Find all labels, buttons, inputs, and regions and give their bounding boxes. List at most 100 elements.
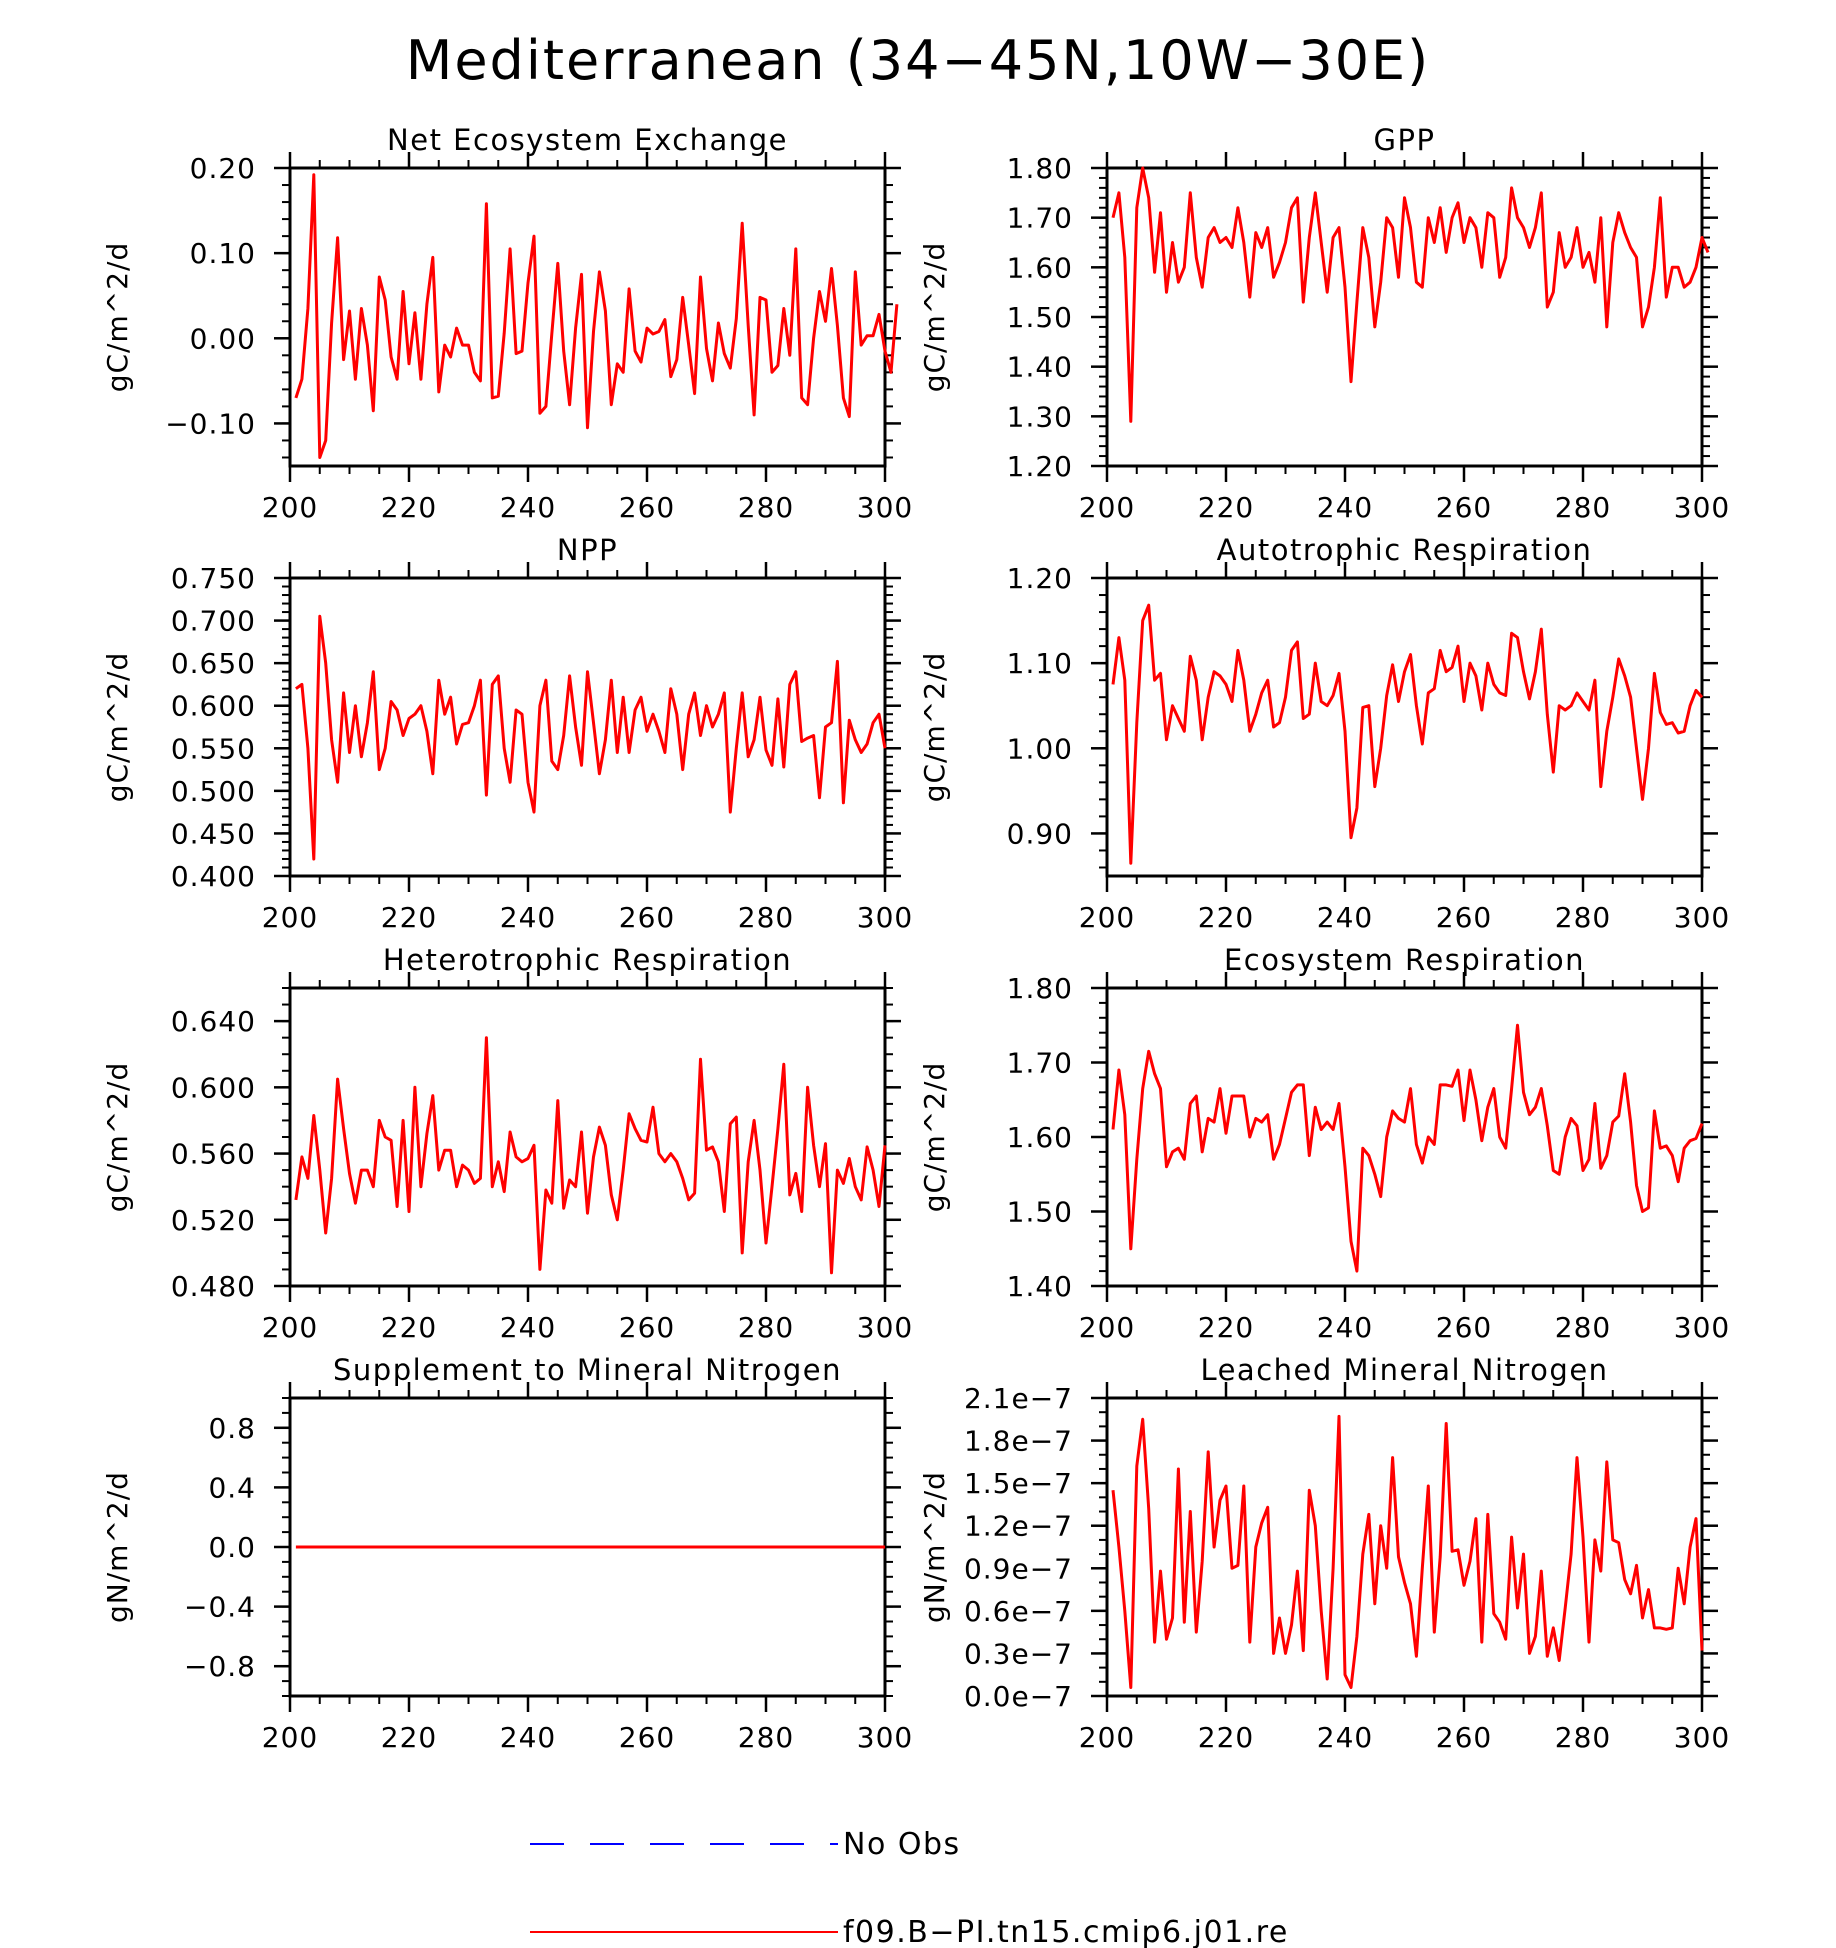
x-tick-label: 280 [738, 491, 794, 524]
y-tick-label: 1.00 [1007, 732, 1073, 765]
x-tick-label: 280 [1555, 1721, 1611, 1754]
y-axis-label: gC/m^2/d [918, 242, 951, 393]
plot-frame [1105, 986, 1704, 1288]
x-tick-label: 240 [500, 491, 556, 524]
x-tick-label: 280 [738, 901, 794, 934]
y-tick-label: 0.640 [171, 1005, 256, 1038]
y-tick-label: 1.60 [1007, 251, 1073, 284]
y-tick-label: 0.6e−7 [964, 1595, 1073, 1628]
y-tick-label: 1.80 [1007, 972, 1073, 1005]
y-tick-label: 0.3e−7 [964, 1637, 1073, 1670]
x-tick-label: 200 [262, 491, 318, 524]
panel-npp: NPP 200 220 240 260 280 300 0.400 0.450 0.500 0.55… [101, 533, 912, 934]
x-tick-label: 300 [857, 1311, 913, 1344]
x-tick-label: 260 [1436, 1721, 1492, 1754]
x-tick-label: 220 [1198, 901, 1254, 934]
y-tick-label: 1.70 [1007, 202, 1073, 235]
y-tick-label: 0.560 [171, 1138, 256, 1171]
y-tick-label: 2.1e−7 [964, 1382, 1073, 1415]
panel-title: Ecosystem Respiration [1224, 943, 1585, 977]
x-tick-label: 240 [1317, 491, 1373, 524]
y-axis-label: gN/m^2/d [101, 1471, 134, 1623]
x-tick-label: 300 [1674, 901, 1730, 934]
y-axis-label: gC/m^2/d [918, 1062, 951, 1213]
panel-heterotrophic-respiration: Heterotrophic Respiration 200 220 240 260 280… [101, 943, 913, 1344]
x-tick-label: 240 [500, 1311, 556, 1344]
x-tick-label: 200 [1079, 491, 1135, 524]
y-tick-label: 1.60 [1007, 1121, 1073, 1154]
x-tick-label: 200 [1079, 1721, 1135, 1754]
x-tick-label: 260 [619, 901, 675, 934]
legend: No Obs f09.B−PI.tn15.cmip6.j01.re [530, 1827, 1289, 1948]
legend-label-no-obs: No Obs [843, 1827, 961, 1862]
panel-title: Autotrophic Respiration [1217, 533, 1593, 567]
x-tick-label: 280 [1555, 491, 1611, 524]
y-tick-label: 0.0e−7 [964, 1680, 1073, 1713]
x-tick-label: 260 [619, 491, 675, 524]
x-tick-label: 220 [1198, 1721, 1254, 1754]
x-tick-label: 220 [381, 491, 437, 524]
panel-autotrophic-respiration: Autotrophic Respiration 200 220 240 260 280 30… [918, 533, 1730, 934]
x-tick-label: 220 [381, 1311, 437, 1344]
y-tick-label: −0.4 [184, 1591, 256, 1624]
series-line [294, 1036, 887, 1275]
x-tick-label: 220 [1198, 1311, 1254, 1344]
x-tick-label: 280 [1555, 1311, 1611, 1344]
panel-title: Supplement to Mineral Nitrogen [333, 1353, 842, 1387]
y-tick-label: 0.650 [171, 647, 256, 680]
panel-title: NPP [557, 533, 618, 567]
series-line [1111, 603, 1704, 865]
series-line [1111, 1414, 1704, 1689]
y-tick-label: 0.400 [171, 860, 256, 893]
x-tick-label: 200 [262, 901, 318, 934]
x-tick-label: 200 [262, 1721, 318, 1754]
x-tick-label: 260 [1436, 901, 1492, 934]
y-tick-label: 0.9e−7 [964, 1552, 1073, 1585]
x-tick-label: 260 [1436, 1311, 1492, 1344]
legend-label-model: f09.B−PI.tn15.cmip6.j01.re [843, 1915, 1289, 1948]
series-line [1111, 166, 1710, 423]
y-tick-label: −0.10 [165, 407, 256, 440]
series-line [1111, 1023, 1704, 1273]
panel-ecosystem-respiration: Ecosystem Respiration 200 220 240 260 280 300 1… [918, 943, 1730, 1344]
main-title: Mediterranean (34−45N,10W−30E) [406, 29, 1431, 92]
y-tick-label: 1.40 [1007, 351, 1073, 384]
x-tick-label: 200 [1079, 901, 1135, 934]
panel-title: Heterotrophic Respiration [383, 943, 792, 977]
y-tick-label: 0.450 [171, 817, 256, 850]
y-axis-label: gC/m^2/d [101, 652, 134, 803]
y-tick-label: 1.50 [1007, 301, 1073, 334]
plot-frame [1105, 1396, 1704, 1698]
panel-supplement-to-mineral-nitrogen: Supplement to Mineral Nitrogen 200 220 240 2… [101, 1353, 913, 1754]
y-tick-label: 0.10 [190, 237, 256, 270]
panels: Net Ecosystem Exchange 200 220 240 260 280 300… [101, 123, 1730, 1754]
y-tick-label: 0.520 [171, 1204, 256, 1237]
plot-frame [288, 576, 887, 878]
x-tick-label: 260 [1436, 491, 1492, 524]
y-tick-label: 0.750 [171, 562, 256, 595]
x-tick-label: 240 [1317, 901, 1373, 934]
x-tick-label: 300 [1674, 1721, 1730, 1754]
x-tick-label: 280 [1555, 901, 1611, 934]
x-tick-label: 300 [1674, 491, 1730, 524]
x-tick-label: 260 [619, 1311, 675, 1344]
x-tick-label: 300 [1674, 1311, 1730, 1344]
y-tick-label: 0.550 [171, 732, 256, 765]
y-tick-label: 0.4 [208, 1471, 256, 1504]
panel-title: GPP [1374, 123, 1436, 157]
x-tick-label: 300 [857, 1721, 913, 1754]
y-tick-label: 0.90 [1007, 817, 1073, 850]
y-axis-label: gC/m^2/d [101, 1062, 134, 1213]
y-axis-label: gC/m^2/d [101, 242, 134, 393]
x-tick-label: 260 [619, 1721, 675, 1754]
y-tick-label: 0.700 [171, 605, 256, 638]
y-tick-label: 1.80 [1007, 152, 1073, 185]
panel-gpp: GPP 200 220 240 260 280 300 1.20 1.30 1.40 1.50 1.6… [918, 123, 1730, 524]
x-tick-label: 240 [1317, 1721, 1373, 1754]
y-tick-label: 1.8e−7 [964, 1425, 1073, 1458]
y-tick-label: 1.2e−7 [964, 1510, 1073, 1543]
x-tick-label: 300 [857, 491, 913, 524]
y-axis-label: gN/m^2/d [918, 1471, 951, 1623]
x-tick-label: 240 [500, 901, 556, 934]
